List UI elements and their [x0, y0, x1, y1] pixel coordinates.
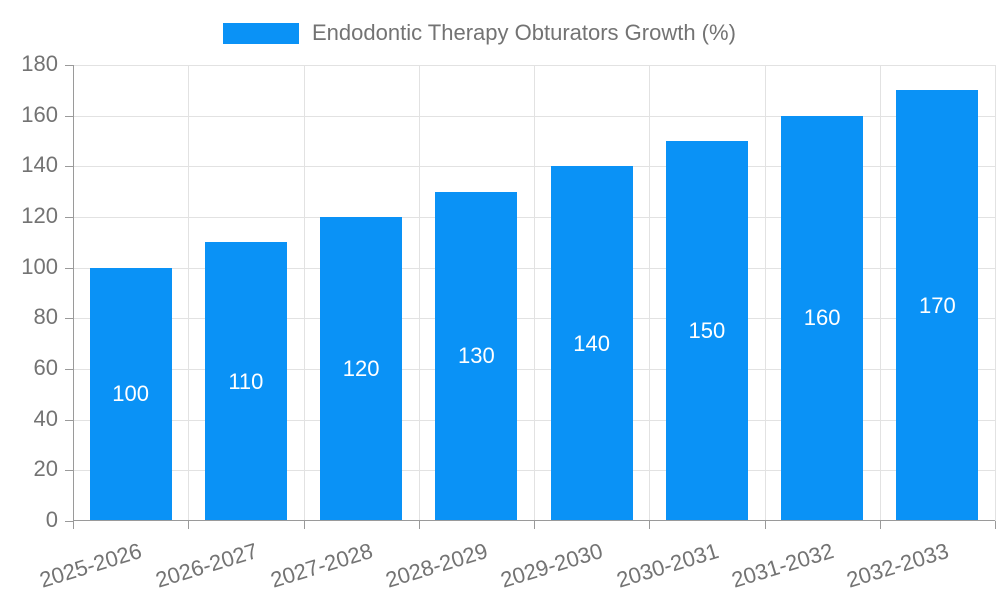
bar-value-label: 150 — [688, 318, 726, 343]
x-gridline — [879, 65, 881, 521]
x-axis-tick — [649, 521, 651, 529]
bar[interactable]: 120 — [320, 217, 403, 521]
bar-value-label: 140 — [573, 330, 610, 356]
y-axis-tick-label: 20 — [33, 456, 58, 482]
bar[interactable]: 140 — [550, 166, 633, 521]
y-axis-line — [73, 65, 74, 521]
bar-value-label: 160 — [803, 305, 841, 331]
bar-value-label: 170 — [919, 292, 956, 318]
bar[interactable]: 170 — [896, 90, 979, 521]
plot-area: 100 110 120 130 140 150 160 170 — [73, 65, 996, 521]
bar[interactable]: 130 — [435, 191, 518, 521]
bar-value-label: 130 — [458, 343, 495, 369]
bar[interactable]: 150 — [665, 141, 748, 521]
y-axis-tick — [65, 318, 73, 320]
x-axis-tick-label: 2028-2029 — [382, 538, 491, 593]
legend-swatch — [223, 22, 299, 44]
bar[interactable]: 110 — [204, 242, 287, 521]
bar-value-label: 110 — [228, 368, 264, 394]
y-axis-tick-label: 80 — [33, 304, 58, 330]
x-gridline — [188, 65, 190, 521]
y-axis-tick — [65, 267, 73, 269]
y-axis-tick — [65, 369, 73, 370]
y-axis-tick — [65, 470, 73, 472]
bar[interactable]: 160 — [781, 115, 864, 521]
x-axis-tick-label: 2031-2032 — [728, 538, 837, 593]
bar-value-label: 120 — [342, 356, 380, 381]
y-axis-tick-label: 0 — [45, 506, 58, 532]
x-axis-tick-label: 2030-2031 — [613, 538, 722, 593]
y-axis-tick-label: 120 — [21, 202, 58, 228]
x-gridline — [649, 65, 651, 521]
x-axis-tick — [534, 521, 535, 529]
x-axis-tick-label: 2029-2030 — [498, 538, 606, 593]
x-gridline — [303, 65, 305, 521]
y-axis-tick-label: 40 — [33, 405, 58, 431]
x-axis-tick — [188, 521, 190, 529]
y-axis-tick — [65, 166, 73, 168]
y-axis-tick-label: 60 — [33, 354, 58, 380]
y-axis-tick — [65, 65, 73, 66]
x-axis-tick-label: 2026-2027 — [152, 538, 261, 593]
x-axis-tick — [764, 521, 766, 529]
x-axis-tick — [303, 521, 305, 529]
x-gridline — [534, 65, 535, 521]
y-axis-tick — [65, 115, 73, 117]
x-axis-tick — [879, 521, 881, 529]
y-axis-tick-label: 140 — [21, 152, 58, 178]
y-axis-tick — [65, 419, 73, 421]
legend[interactable]: Endodontic Therapy Obturators Growth (%) — [223, 21, 736, 45]
x-axis-tick-label: 2032-2033 — [843, 538, 952, 593]
y-axis-tick-label: 100 — [21, 253, 58, 279]
bar-value-label: 100 — [112, 381, 149, 407]
bar[interactable]: 100 — [89, 267, 172, 521]
x-gridline — [995, 65, 996, 521]
x-axis-line — [73, 520, 995, 521]
x-gridline — [418, 65, 420, 521]
x-axis-tick — [995, 521, 996, 529]
x-axis-tick — [418, 521, 420, 529]
x-gridline — [764, 65, 766, 521]
y-axis-tick-label: 180 — [21, 50, 58, 76]
x-axis-tick-label: 2025-2026 — [37, 538, 145, 593]
y-axis-tick — [65, 521, 73, 522]
y-axis-tick-label: 160 — [21, 101, 58, 127]
x-axis-tick-label: 2027-2028 — [267, 538, 376, 593]
y-axis-tick — [65, 217, 73, 218]
legend-label: Endodontic Therapy Obturators Growth (%) — [312, 20, 736, 45]
x-axis-tick — [73, 521, 74, 529]
